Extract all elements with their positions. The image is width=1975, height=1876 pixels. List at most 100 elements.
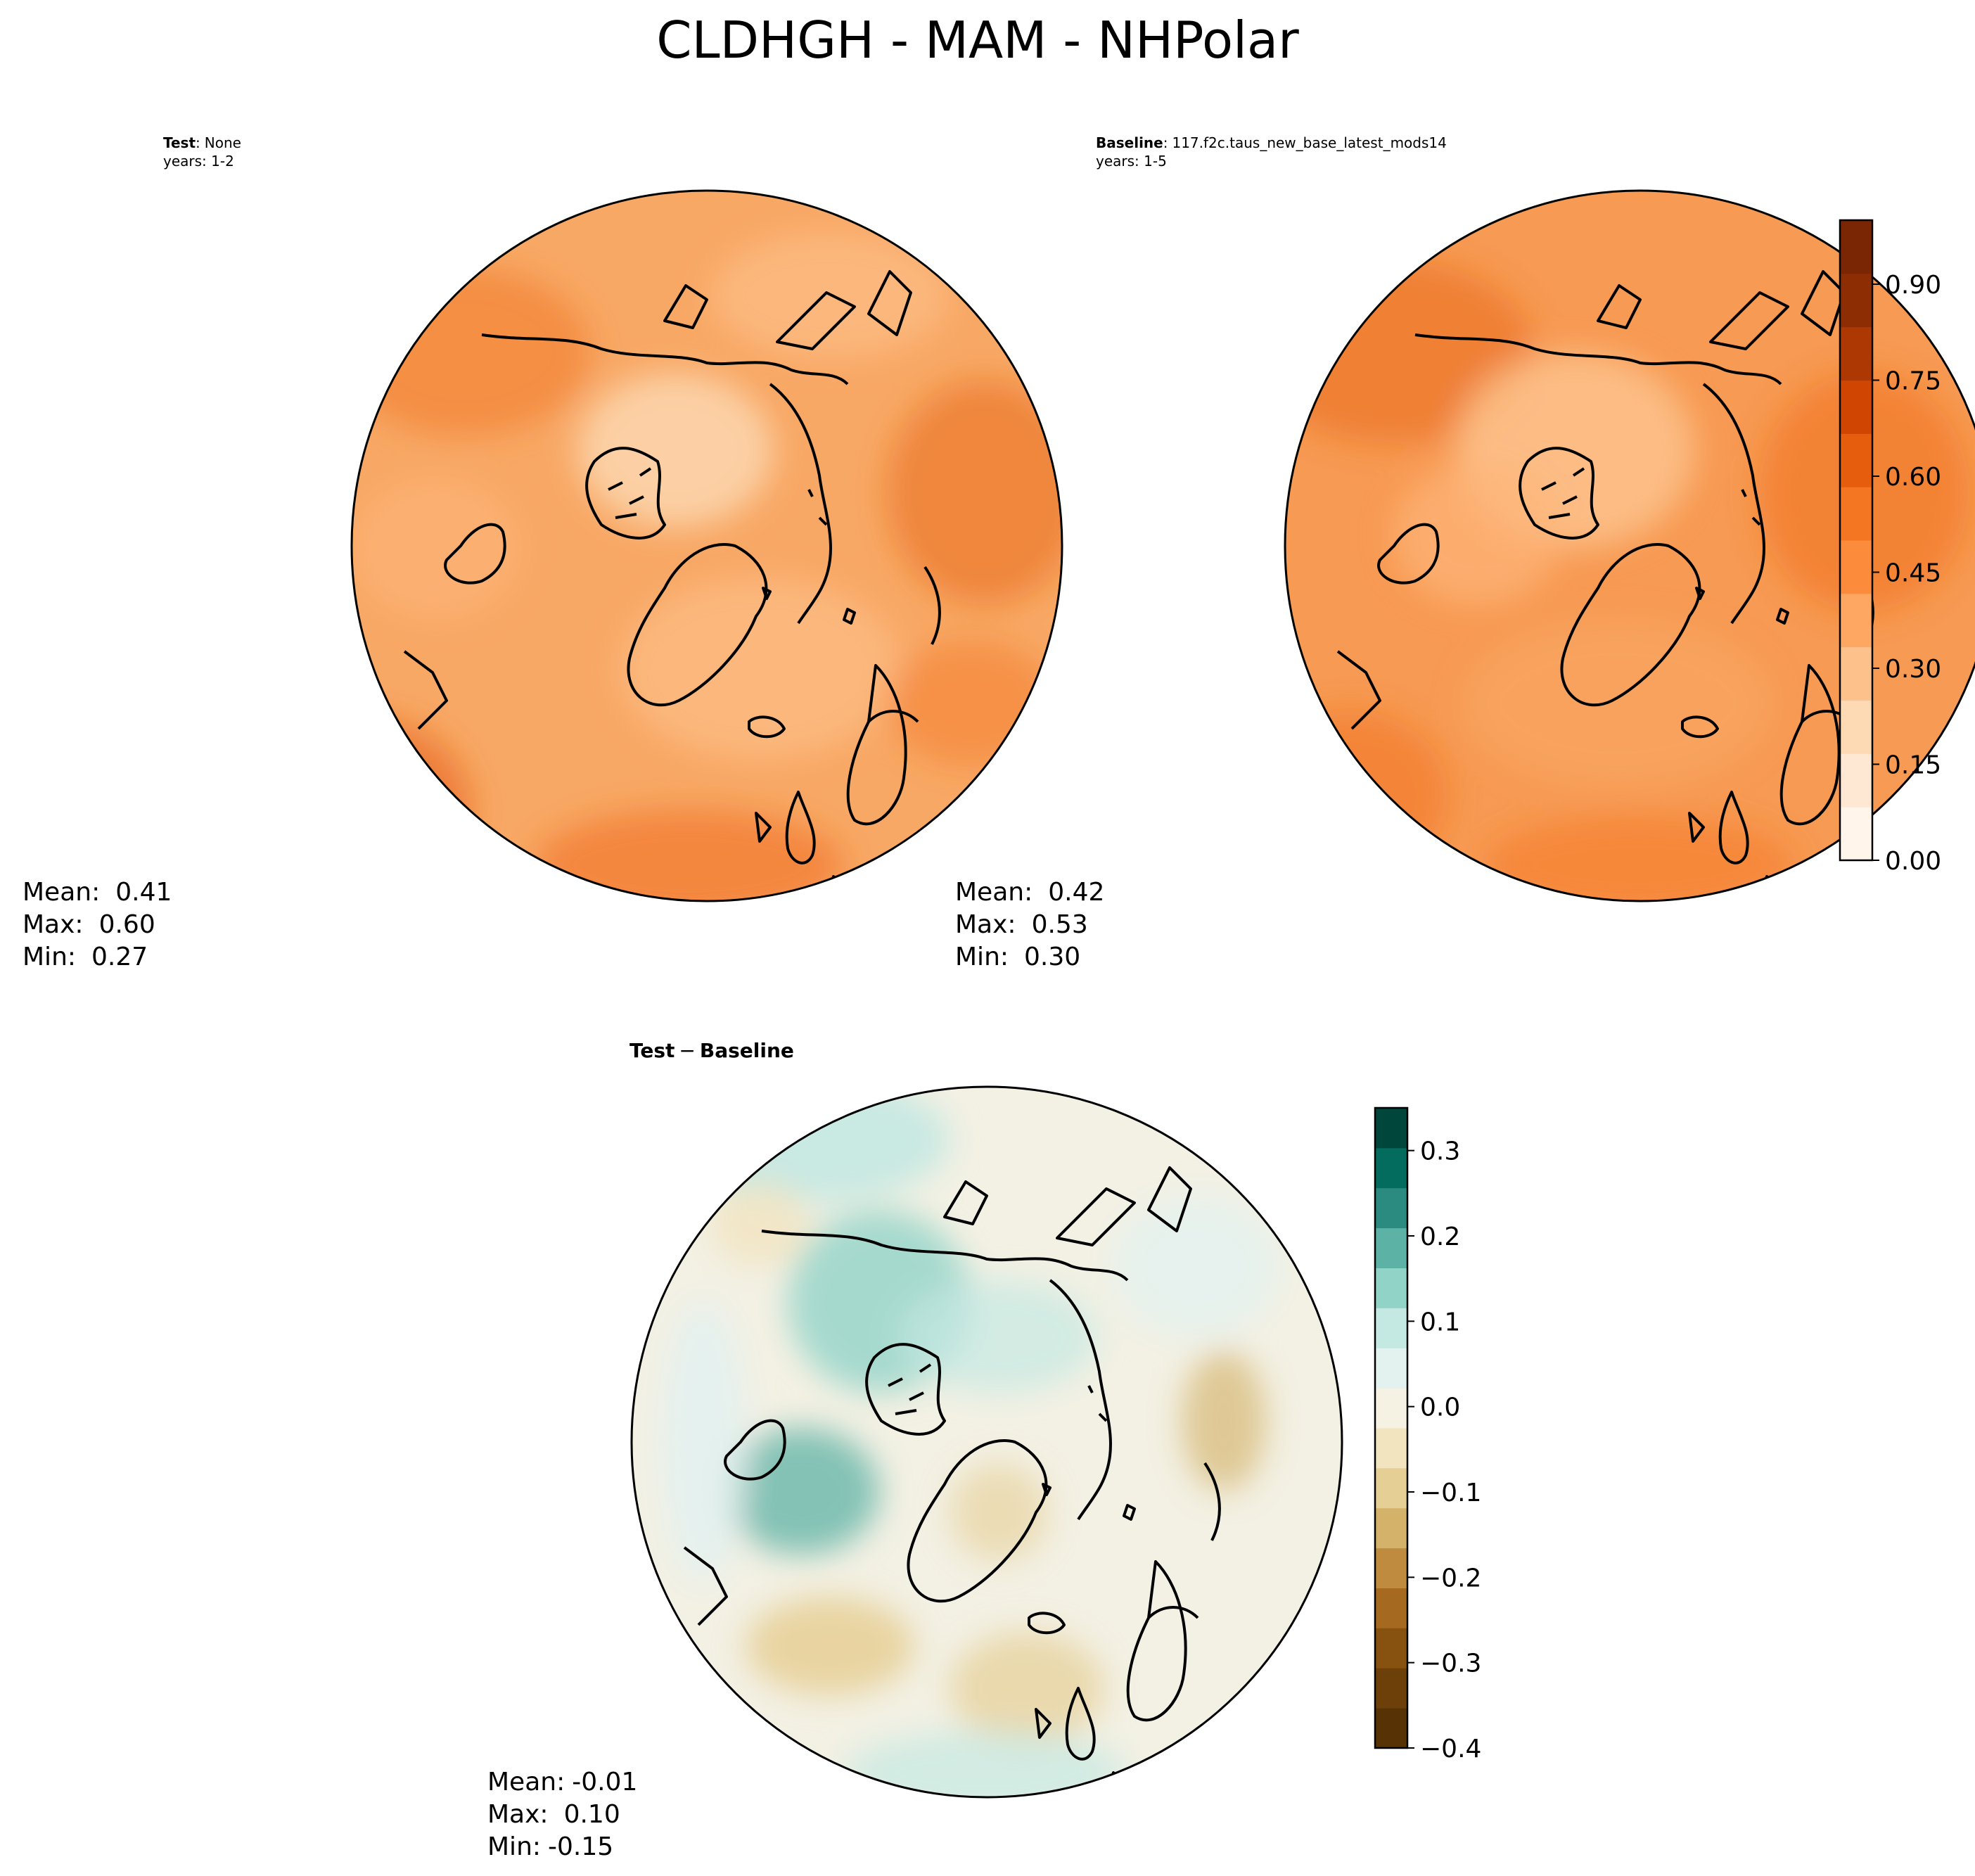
panel-baseline: Baseline: 117.f2c.taus_new_base_latest_mo… <box>955 134 1975 971</box>
svg-text:Min:-0.15: Min: -0.15 <box>487 1832 613 1861</box>
colorbar-level <box>1840 753 1872 808</box>
svg-text:Mean:0.41: Mean: 0.41 <box>23 878 172 907</box>
panel-diff-title-b: Baseline <box>700 1039 794 1062</box>
svg-text:Min:0.27: Min: 0.27 <box>23 943 148 971</box>
svg-text:Min:0.30: Min: 0.30 <box>955 943 1080 971</box>
svg-text:Max:0.10: Max: 0.10 <box>487 1800 620 1829</box>
colorbar-tick-label: 0.60 <box>1885 463 1941 492</box>
colorbar-tick-label: −0.3 <box>1420 1650 1481 1678</box>
panel-baseline-boundary <box>1284 189 1975 902</box>
colorbar-level <box>1375 1388 1407 1429</box>
stat-mean-label: Mean: <box>955 878 1033 907</box>
stat-mean-value: 0.42 <box>1048 878 1104 907</box>
colorbar-level <box>1375 1147 1407 1189</box>
colorbar-level <box>1840 807 1872 861</box>
colorbar-level <box>1375 1268 1407 1308</box>
colorbar-level <box>1375 1428 1407 1469</box>
colorbar-level <box>1840 326 1872 381</box>
panel-diff-stats: Mean: -0.01 Max: 0.10 Min: -0.15 <box>487 1768 637 1861</box>
stat-min-label: Min: <box>487 1832 541 1861</box>
colorbar-tick-label: −0.1 <box>1420 1479 1481 1507</box>
panel-baseline-title-bold: Baseline <box>1096 134 1163 151</box>
stat-max-value: 0.60 <box>99 910 155 939</box>
panel-diff-title-op: − <box>679 1039 695 1062</box>
colorbar-diff: 0.3 0.2 0.1 0.0 −0.1 −0.2 −0.3 −0.4 <box>1374 1106 1481 1763</box>
panel-diff: Test − Baseline M <box>487 1039 1343 1861</box>
panel-test-title-value: None <box>205 134 241 151</box>
colorbar-top: 0.00 0.15 0.30 0.45 0.60 0.75 0.90 <box>1839 219 1941 876</box>
colorbar-level <box>1375 1708 1407 1749</box>
stat-mean-label: Mean: <box>23 878 100 907</box>
colorbar-level <box>1840 220 1872 274</box>
panel-diff-map <box>632 1087 1342 1797</box>
colorbar-tick-label: −0.2 <box>1420 1564 1481 1593</box>
panel-diff-title: Test − Baseline <box>629 1039 794 1062</box>
panel-test-title: Test: None <box>163 134 241 151</box>
colorbar-level <box>1375 1348 1407 1389</box>
stat-max-label: Max: <box>955 910 1016 939</box>
panel-baseline-title: Baseline: 117.f2c.taus_new_base_latest_mo… <box>1096 134 1447 151</box>
colorbar-level <box>1375 1308 1407 1348</box>
colorbar-level <box>1840 646 1872 701</box>
svg-text:Mean:-0.01: Mean: -0.01 <box>487 1768 637 1797</box>
panel-diff-boundary <box>630 1085 1343 1799</box>
stat-max-value: 0.53 <box>1032 910 1088 939</box>
colorbar-level <box>1840 487 1872 541</box>
stat-min-label: Min: <box>955 943 1009 971</box>
stat-min-label: Min: <box>23 943 76 971</box>
colorbar-outline <box>1839 219 1874 862</box>
panel-test: Test: None years: 1-2 Mean: 0.41 M <box>23 134 1063 971</box>
panel-test-title-bold: Test <box>163 134 196 151</box>
stat-max-label: Max: <box>23 910 84 939</box>
svg-text:Mean:0.42: Mean: 0.42 <box>955 878 1104 907</box>
svg-text:Max:0.53: Max: 0.53 <box>955 910 1088 939</box>
colorbar-level <box>1840 593 1872 648</box>
panel-test-stats: Mean: 0.41 Max: 0.60 Min: 0.27 <box>23 878 172 971</box>
stat-min-value: -0.15 <box>548 1832 613 1861</box>
panel-baseline-subtitle: years: 1-5 <box>1096 153 1167 170</box>
colorbar-tick-label: 0.90 <box>1885 271 1941 300</box>
colorbar-level <box>1375 1507 1407 1549</box>
panel-test-title-sep: : <box>196 134 200 151</box>
colorbar-level <box>1375 1668 1407 1709</box>
colorbar-level <box>1375 1467 1407 1509</box>
colorbar-level <box>1375 1548 1407 1588</box>
colorbar-tick-label: 0.30 <box>1885 655 1941 684</box>
stat-mean-value: -0.01 <box>572 1768 637 1797</box>
colorbar-tick-label: 0.45 <box>1885 559 1941 588</box>
colorbar-level <box>1375 1187 1407 1229</box>
figure-title: CLDHGH - MAM - NHPolar <box>656 11 1299 70</box>
stat-max-value: 0.10 <box>564 1800 620 1829</box>
panel-test-subtitle: years: 1-2 <box>163 153 234 170</box>
colorbar-level <box>1375 1108 1407 1149</box>
stat-mean-label: Mean: <box>487 1768 565 1797</box>
panel-baseline-title-sep: : <box>1163 134 1168 151</box>
colorbar-level <box>1375 1227 1407 1268</box>
colorbar-level <box>1375 1588 1407 1628</box>
colorbar-tick-label: 0.00 <box>1885 847 1941 876</box>
stat-mean-value: 0.41 <box>115 878 172 907</box>
colorbar-level <box>1840 273 1872 328</box>
colorbar-tick-label: 0.3 <box>1420 1137 1460 1166</box>
colorbar-level <box>1840 380 1872 434</box>
svg-text:Max:0.60: Max: 0.60 <box>23 910 155 939</box>
colorbar-tick-label: −0.4 <box>1420 1735 1481 1763</box>
stat-min-value: 0.27 <box>91 943 148 971</box>
panel-diff-title-a: Test <box>629 1039 675 1062</box>
colorbar-tick-label: 0.75 <box>1885 367 1941 396</box>
colorbar-tick-label: 0.2 <box>1420 1223 1460 1251</box>
colorbar-tick-label: 0.0 <box>1420 1393 1460 1422</box>
colorbar-tick-label: 0.1 <box>1420 1308 1460 1336</box>
stat-max-label: Max: <box>487 1800 549 1829</box>
colorbar-level <box>1375 1628 1407 1668</box>
panel-baseline-title-value: 117.f2c.taus_new_base_latest_mods14 <box>1172 134 1446 151</box>
colorbar-level <box>1840 433 1872 487</box>
colorbar-level <box>1840 700 1872 754</box>
panel-baseline-stats: Mean: 0.42 Max: 0.53 Min: 0.30 <box>955 878 1104 971</box>
colorbar-outline <box>1374 1106 1409 1749</box>
colorbar-tick-label: 0.15 <box>1885 751 1941 780</box>
colorbar-level <box>1840 540 1872 594</box>
panel-test-map <box>352 191 1062 901</box>
stat-min-value: 0.30 <box>1024 943 1080 971</box>
